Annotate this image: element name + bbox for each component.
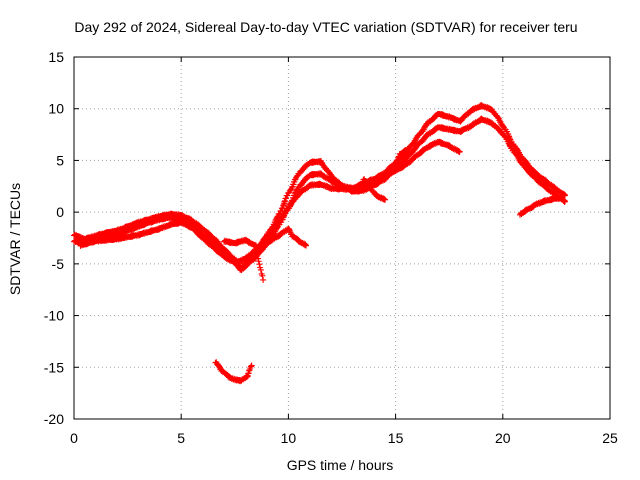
data-point [303,242,310,249]
series-track-e [221,236,267,283]
grid-lines [74,57,610,419]
data-point [395,154,402,161]
series-track-g [516,194,566,218]
series-track-h [360,176,389,203]
data-point [402,146,409,153]
data-point [561,198,568,205]
x-tick-label: 5 [177,430,185,446]
x-tick-label: 25 [602,430,618,446]
x-tick-labels: 0 5 10 15 20 25 [70,430,618,446]
y-tick-label: 10 [48,101,64,117]
x-tick-label: 0 [70,430,78,446]
data-point [255,255,262,262]
x-tick-label: 20 [495,430,511,446]
series-track-i [388,146,409,177]
data-point [456,148,463,155]
data-point [261,235,268,242]
data-point [393,157,400,164]
data-point [257,266,264,273]
data-point [256,261,263,268]
axis-ticks [73,56,611,420]
data-point [394,157,401,164]
series-track-c [77,138,463,267]
plot-frame [73,56,611,420]
series-track-d [263,225,310,249]
data-point [287,186,294,193]
y-tick-label: -15 [44,359,64,375]
y-tick-label: 0 [56,204,64,220]
data-point [283,195,290,202]
y-tick-label: 15 [48,49,64,65]
data-point [382,196,389,203]
y-tick-label: 5 [56,152,64,168]
x-axis-label: GPS time / hours [287,457,394,473]
data-point [259,272,266,279]
y-tick-label: -10 [44,308,64,324]
data-point [559,194,566,201]
series-track-f [212,359,255,385]
x-tick-label: 15 [388,430,404,446]
series-track-a [71,102,568,272]
y-tick-label: -5 [52,256,65,272]
data-point [260,276,267,283]
data-series [71,102,568,385]
y-tick-labels: -20 -15 -10 -5 0 5 10 15 [44,49,64,427]
y-tick-label: -20 [44,411,64,427]
data-point [248,362,255,369]
x-tick-label: 10 [281,430,297,446]
series-track-b [71,115,568,274]
chart-title: Day 292 of 2024, Sidereal Day-to-day VTE… [74,19,577,35]
data-point [255,258,262,265]
y-axis-label: SDTVAR / TECUs [7,183,23,295]
data-point [301,242,308,249]
data-point [247,363,254,370]
